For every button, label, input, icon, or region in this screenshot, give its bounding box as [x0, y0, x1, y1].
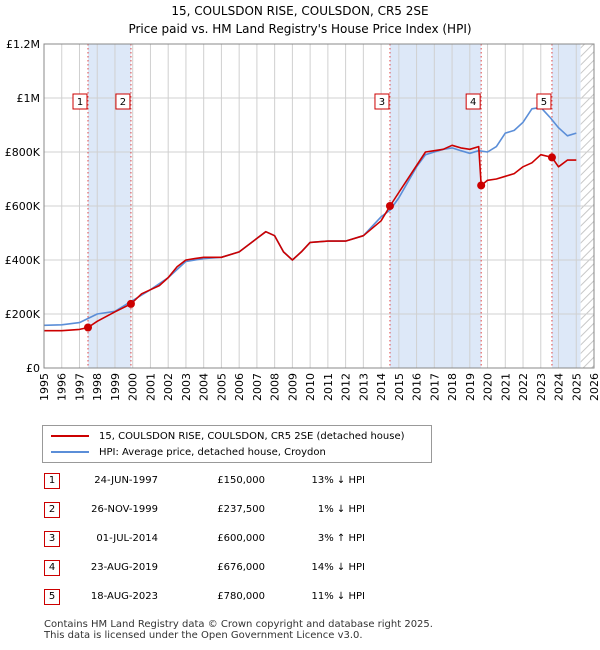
price-chart: £0 £200K £400K £600K £800K £1M £1.2M 1995 1996 19…	[5, 38, 600, 401]
x-tick-label: 2023	[535, 373, 548, 401]
y-tick-label: £400K	[5, 254, 41, 267]
sale-point	[385, 202, 394, 210]
sale-row: 1 24-JUN-1997 £150,000 13% ↓ HPI	[40, 473, 580, 502]
x-tick-label: 2011	[322, 373, 335, 401]
sale-number-badge: 3	[44, 531, 60, 547]
legend: 15, COULSDON RISE, COULSDON, CR5 2SE (de…	[42, 425, 432, 463]
x-tick-label: 2002	[162, 373, 175, 401]
sale-number-label: 3	[379, 97, 385, 108]
sale-date: 23-AUG-2019	[90, 562, 158, 573]
sale-price: £237,500	[217, 504, 265, 515]
sale-date: 01-JUL-2014	[96, 533, 158, 544]
x-tick-label: 2019	[464, 373, 477, 401]
x-tick-label: 2015	[393, 373, 406, 401]
x-tick-label: 2013	[357, 373, 370, 401]
x-tick-label: 2025	[570, 373, 583, 401]
sale-number-label: 2	[120, 97, 126, 108]
sale-number-box	[115, 93, 131, 110]
chart-title: 15, COULSDON RISE, COULSDON, CR5 2SE	[171, 4, 429, 18]
series-line-property	[44, 144, 577, 332]
x-tick-label: 2001	[144, 373, 157, 401]
sale-date: 24-JUN-1997	[94, 475, 158, 486]
sale-number-label: 5	[541, 97, 547, 108]
footer-licence: This data is licensed under the Open Gov…	[44, 630, 363, 641]
sale-point	[126, 299, 135, 308]
x-tick-label: 2024	[553, 373, 566, 401]
footer: Contains HM Land Registry data © Crown c…	[44, 619, 433, 641]
x-tick-label: 2026	[588, 373, 600, 401]
x-tick-label: 1999	[109, 373, 122, 401]
sale-point	[547, 153, 556, 162]
x-tick-label: 2006	[233, 373, 246, 401]
sale-number-badge: 2	[44, 502, 60, 518]
legend-label-hpi: HPI: Average price, detached house, Croy…	[99, 446, 326, 458]
sale-number-label: 1	[77, 97, 83, 108]
sale-number-box	[374, 93, 390, 110]
x-tick-label: 2017	[428, 373, 441, 401]
legend-item-hpi: HPI: Average price, detached house, Croy…	[51, 445, 326, 459]
sale-number-box	[72, 93, 88, 110]
sale-row: 3 01-JUL-2014 £600,000 3% ↑ HPI	[40, 531, 580, 560]
legend-swatch-property	[51, 435, 89, 437]
legend-label-property: 15, COULSDON RISE, COULSDON, CR5 2SE (de…	[99, 430, 405, 442]
x-tick-label: 1996	[56, 373, 69, 401]
sale-hpi-diff: 11% ↓ HPI	[311, 591, 365, 602]
x-tick-label: 1998	[91, 373, 104, 401]
x-tick-label: 2007	[251, 373, 264, 401]
y-tick-label: £0	[26, 362, 40, 375]
x-tick-label: 1995	[38, 373, 51, 401]
sale-date: 26-NOV-1999	[91, 504, 158, 515]
x-tick-label: 2012	[340, 373, 353, 401]
x-tick-label: 2005	[215, 373, 228, 401]
sale-number-badge: 4	[44, 560, 60, 576]
sale-hpi-diff: 14% ↓ HPI	[311, 562, 365, 573]
sale-price: £780,000	[217, 591, 265, 602]
sale-point	[477, 181, 486, 190]
x-tick-label: 2016	[411, 373, 424, 401]
x-tick-label: 2022	[517, 373, 530, 401]
sale-price: £676,000	[217, 562, 265, 573]
sale-row: 2 26-NOV-1999 £237,500 1% ↓ HPI	[40, 502, 580, 531]
x-tick-label: 2010	[304, 373, 317, 401]
sale-number-badge: 1	[44, 473, 60, 489]
sale-hpi-diff: 13% ↓ HPI	[311, 475, 365, 486]
x-tick-label: 2018	[446, 373, 459, 401]
legend-item-property: 15, COULSDON RISE, COULSDON, CR5 2SE (de…	[51, 429, 405, 443]
sale-number-label: 4	[470, 97, 476, 108]
y-tick-label: £1.2M	[6, 38, 40, 51]
x-tick-label: 2009	[286, 373, 299, 401]
sale-row: 5 18-AUG-2023 £780,000 11% ↓ HPI	[40, 589, 580, 618]
sale-number-box	[465, 93, 481, 110]
legend-swatch-hpi	[51, 451, 89, 453]
chart-subtitle: Price paid vs. HM Land Registry's House …	[128, 22, 472, 36]
sale-point	[84, 323, 92, 332]
y-tick-label: £200K	[5, 308, 41, 321]
x-tick-label: 2003	[180, 373, 193, 401]
x-tick-label: 2020	[482, 373, 495, 401]
sale-date: 18-AUG-2023	[90, 591, 158, 602]
y-tick-label: £600K	[5, 200, 41, 213]
sale-hpi-diff: 1% ↓ HPI	[317, 504, 365, 515]
sale-row: 4 23-AUG-2019 £676,000 14% ↓ HPI	[40, 560, 580, 589]
sale-number-badge: 5	[44, 589, 60, 605]
x-tick-label: 2014	[375, 373, 388, 401]
x-tick-label: 2000	[127, 373, 140, 401]
sale-number-box	[536, 93, 552, 110]
sale-price: £150,000	[217, 475, 265, 486]
x-tick-label: 2008	[269, 373, 282, 401]
sale-price: £600,000	[217, 533, 265, 544]
footer-copyright: Contains HM Land Registry data © Crown c…	[44, 619, 433, 630]
plot-frame	[43, 43, 595, 369]
x-tick-label: 2004	[198, 373, 211, 401]
sales-table: 1 24-JUN-1997 £150,000 13% ↓ HPI 2 26-NO…	[40, 473, 580, 618]
y-tick-label: £1M	[17, 92, 41, 105]
sale-hpi-diff: 3% ↑ HPI	[317, 533, 365, 544]
y-tick-label: £800K	[5, 146, 41, 159]
x-tick-label: 1997	[73, 373, 86, 401]
x-tick-label: 2021	[499, 373, 512, 401]
